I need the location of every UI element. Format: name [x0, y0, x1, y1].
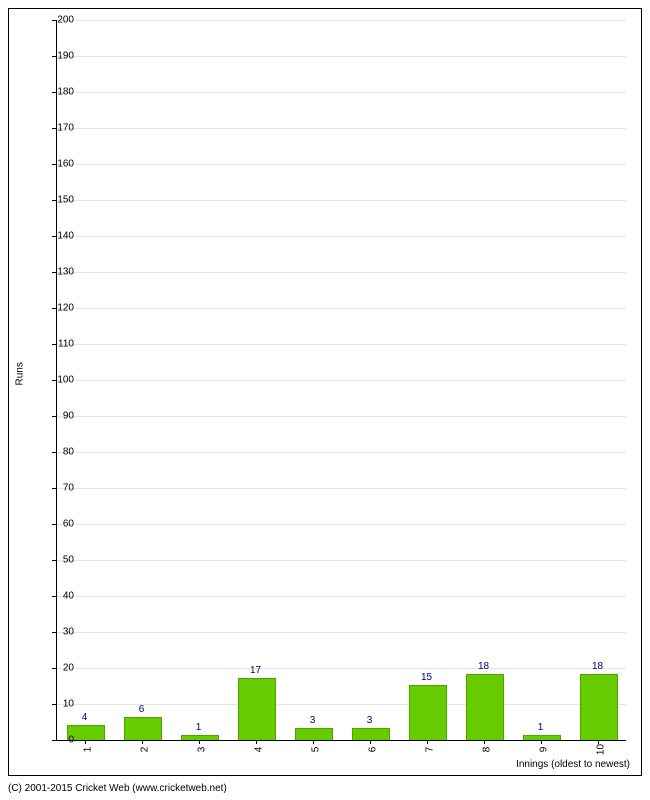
bar-value-label: 18 [478, 661, 489, 672]
bar-value-label: 3 [367, 715, 373, 726]
y-tick-mark [52, 344, 56, 345]
gridline [56, 344, 626, 345]
bar-value-label: 17 [250, 665, 261, 676]
chart-container: Runs Innings (oldest to newest) (C) 2001… [0, 0, 650, 800]
gridline [56, 272, 626, 273]
x-tick-mark [313, 740, 314, 744]
gridline [56, 524, 626, 525]
bar-value-label: 3 [310, 715, 316, 726]
gridline [56, 632, 626, 633]
bar [580, 674, 618, 740]
y-tick-mark [52, 524, 56, 525]
y-tick-mark [52, 272, 56, 273]
y-tick-mark [52, 740, 56, 741]
bar [409, 685, 447, 740]
gridline [56, 236, 626, 237]
bar-value-label: 15 [421, 672, 432, 683]
y-tick-mark [52, 704, 56, 705]
y-tick-mark [52, 596, 56, 597]
x-tick-mark [85, 740, 86, 744]
gridline [56, 20, 626, 21]
y-tick-mark [52, 488, 56, 489]
bar [295, 728, 333, 740]
y-tick-mark [52, 128, 56, 129]
gridline [56, 488, 626, 489]
gridline [56, 92, 626, 93]
bar [124, 717, 162, 740]
plot-area [56, 20, 626, 740]
y-tick-mark [52, 20, 56, 21]
copyright-text: (C) 2001-2015 Cricket Web (www.cricketwe… [8, 783, 227, 794]
x-tick-label: 2 [139, 747, 150, 753]
y-tick-mark [52, 200, 56, 201]
y-tick-mark [52, 416, 56, 417]
x-tick-label: 1 [82, 747, 93, 753]
y-tick-mark [52, 308, 56, 309]
y-tick-mark [52, 92, 56, 93]
gridline [56, 308, 626, 309]
gridline [56, 452, 626, 453]
bar [352, 728, 390, 740]
x-tick-label: 9 [538, 747, 549, 753]
x-tick-mark [370, 740, 371, 744]
x-tick-label: 7 [424, 747, 435, 753]
x-tick-label: 8 [481, 747, 492, 753]
y-tick-mark [52, 452, 56, 453]
gridline [56, 164, 626, 165]
gridline [56, 56, 626, 57]
x-tick-mark [427, 740, 428, 744]
x-tick-mark [256, 740, 257, 744]
gridline [56, 128, 626, 129]
x-tick-label: 5 [310, 747, 321, 753]
x-tick-mark [199, 740, 200, 744]
gridline [56, 668, 626, 669]
gridline [56, 380, 626, 381]
y-tick-mark [52, 668, 56, 669]
x-tick-label: 10 [595, 744, 606, 755]
x-tick-label: 4 [253, 747, 264, 753]
y-tick-mark [52, 56, 56, 57]
bar-value-label: 1 [196, 722, 202, 733]
x-axis-label: Innings (oldest to newest) [516, 759, 630, 770]
y-axis-label: Runs [15, 362, 26, 385]
x-tick-label: 3 [196, 747, 207, 753]
bar-value-label: 1 [538, 722, 544, 733]
gridline [56, 416, 626, 417]
bar [238, 678, 276, 740]
bar-value-label: 6 [139, 704, 145, 715]
y-tick-mark [52, 236, 56, 237]
x-tick-mark [541, 740, 542, 744]
y-tick-mark [52, 632, 56, 633]
bar [466, 674, 504, 740]
x-tick-mark [142, 740, 143, 744]
gridline [56, 200, 626, 201]
x-tick-label: 6 [367, 747, 378, 753]
gridline [56, 596, 626, 597]
gridline [56, 560, 626, 561]
bar-value-label: 18 [592, 661, 603, 672]
x-tick-mark [484, 740, 485, 744]
bar-value-label: 4 [82, 712, 88, 723]
y-tick-mark [52, 560, 56, 561]
y-tick-mark [52, 164, 56, 165]
y-tick-mark [52, 380, 56, 381]
